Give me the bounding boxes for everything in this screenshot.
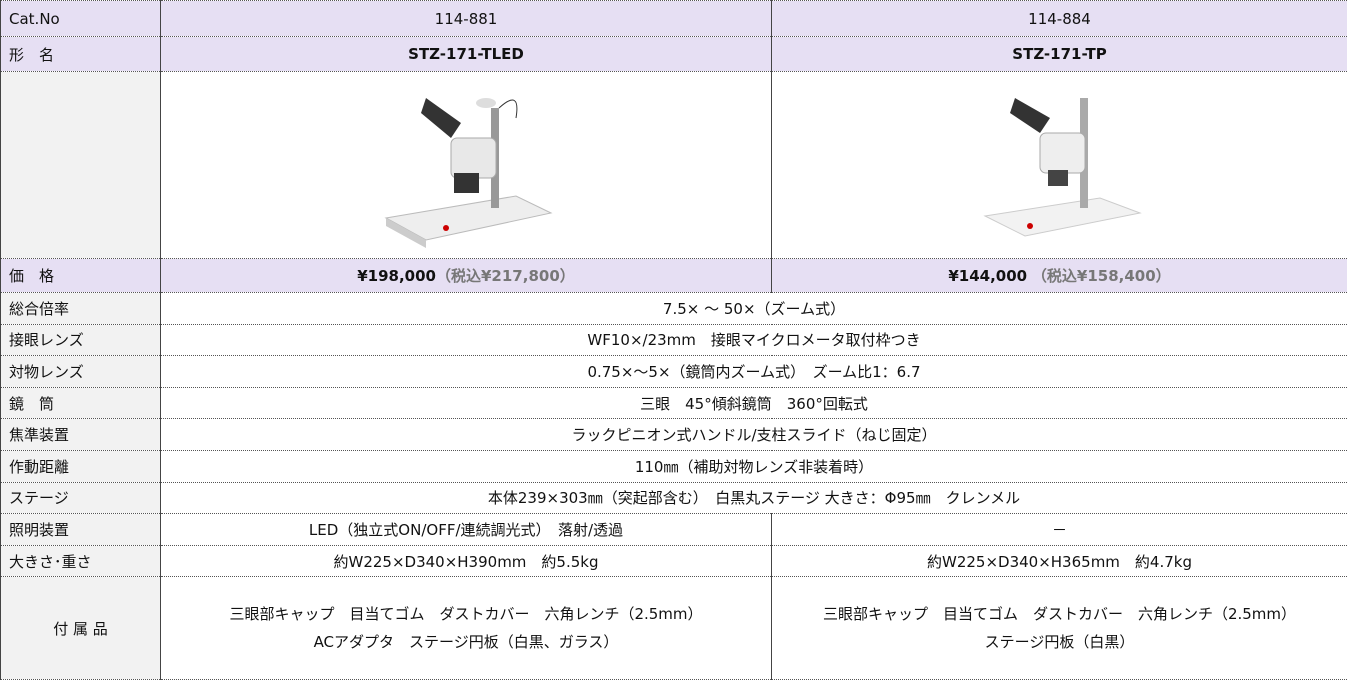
label: 焦準装置 [1, 419, 161, 451]
label: 対物レンズ [1, 356, 161, 388]
label: 作動距離 [1, 450, 161, 482]
row: 焦準装置ラックピニオン式ハンドル/支柱スライド（ねじ固定） [1, 419, 1347, 451]
cell: WF10×/23mm 接眼マイクロメータ取付枠つき [161, 324, 1347, 356]
cell-line: 三眼部キャップ 目当てゴム ダストカバー 六角レンチ（2.5mm） [161, 600, 771, 628]
cell: 110㎜（補助対物レンズ非装着時） [161, 450, 1347, 482]
product-image [960, 78, 1160, 248]
label: 総合倍率 [1, 293, 161, 325]
image-cell [772, 72, 1347, 259]
label: 大きさ･重さ [1, 545, 161, 577]
cell: 三眼部キャップ 目当てゴム ダストカバー 六角レンチ（2.5mm）ACアダプタ … [161, 577, 772, 680]
cell: 0.75×～5×（鏡筒内ズーム式） ズーム比1：6.7 [161, 356, 1347, 388]
cell: ¥198,000（税込¥217,800） [161, 259, 772, 293]
cell-line: 三眼部キャップ 目当てゴム ダストカバー 六角レンチ（2.5mm） [772, 600, 1347, 628]
cell: 約W225×D340×H365mm 約4.7kg [772, 545, 1347, 577]
cell: ¥144,000 （税込¥158,400） [772, 259, 1347, 293]
row: ステージ本体239×303㎜（突起部含む） 白黒丸ステージ 大きさ：Φ95㎜ ク… [1, 482, 1347, 514]
label: 鏡 筒 [1, 387, 161, 419]
label: 付 属 品 [1, 577, 161, 680]
row: 形 名 STZ-171-TLED STZ-171-TP [1, 37, 1347, 72]
cell: ラックピニオン式ハンドル/支柱スライド（ねじ固定） [161, 419, 1347, 451]
label: 接眼レンズ [1, 324, 161, 356]
price: ¥144,000 [948, 267, 1027, 285]
row: 鏡 筒三眼 45°傾斜鏡筒 360°回転式 [1, 387, 1347, 419]
cell: 三眼部キャップ 目当てゴム ダストカバー 六角レンチ（2.5mm）ステージ円板（… [772, 577, 1347, 680]
cell: 本体239×303㎜（突起部含む） 白黒丸ステージ 大きさ：Φ95㎜ クレンメル [161, 482, 1347, 514]
cell-line: ACアダプタ ステージ円板（白黒、ガラス） [161, 628, 771, 656]
cell: － [772, 514, 1347, 546]
product-image [366, 78, 566, 248]
cell-line: ステージ円板（白黒） [772, 628, 1347, 656]
label: 形 名 [1, 37, 161, 72]
cell: 7.5× ～ 50×（ズーム式） [161, 293, 1347, 325]
label [1, 72, 161, 259]
cell: 114-881 [161, 1, 772, 37]
price: ¥198,000 [357, 267, 436, 285]
tax-price: （税込¥217,800） [436, 267, 575, 285]
row: 価 格 ¥198,000（税込¥217,800） ¥144,000 （税込¥15… [1, 259, 1347, 293]
label: 照明装置 [1, 514, 161, 546]
cell: 三眼 45°傾斜鏡筒 360°回転式 [161, 387, 1347, 419]
label: ステージ [1, 482, 161, 514]
row [1, 72, 1347, 259]
label: 価 格 [1, 259, 161, 293]
row: Cat.No 114-881 114-884 [1, 1, 1347, 37]
label: Cat.No [1, 1, 161, 37]
cell: 約W225×D340×H390mm 約5.5kg [161, 545, 772, 577]
row: 付 属 品三眼部キャップ 目当てゴム ダストカバー 六角レンチ（2.5mm）AC… [1, 577, 1347, 680]
image-cell [161, 72, 772, 259]
cell: 114-884 [772, 1, 1347, 37]
cell: STZ-171-TLED [161, 37, 772, 72]
cell: STZ-171-TP [772, 37, 1347, 72]
cell: LED（独立式ON/OFF/連続調光式） 落射/透過 [161, 514, 772, 546]
tax-price: （税込¥158,400） [1032, 267, 1171, 285]
